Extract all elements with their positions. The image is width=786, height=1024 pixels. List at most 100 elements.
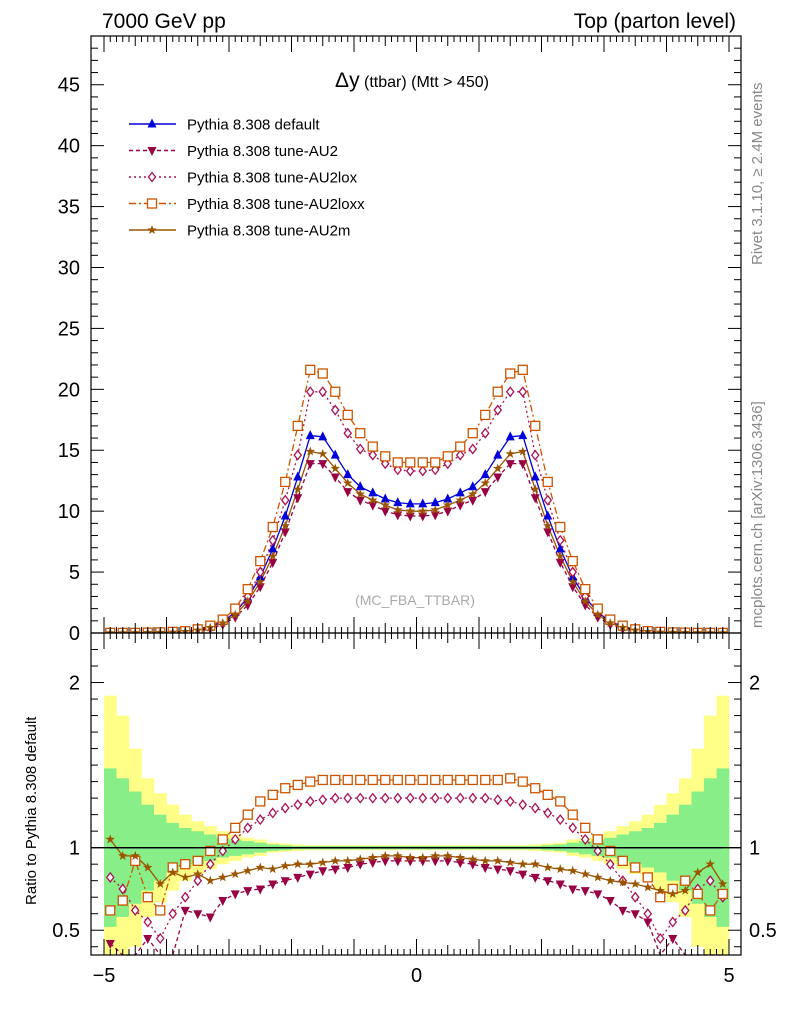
data-point-4-25 — [417, 506, 428, 516]
ratio-point-1-42 — [630, 910, 640, 920]
data-point-3-28 — [455, 441, 466, 452]
main-ytick-label-10: 10 — [58, 501, 80, 523]
ratio-point-2-40 — [605, 858, 615, 870]
ratio-point-4-26 — [430, 850, 441, 860]
data-point-1-20 — [355, 496, 365, 506]
main-ytick-label-30: 30 — [58, 257, 80, 279]
ratio-point-2-9 — [218, 845, 228, 857]
chart-title: Δy (ttbar) (Mtt > 450) — [335, 69, 489, 92]
ratio-point-3-24 — [405, 774, 416, 786]
ratio-point-2-22 — [380, 792, 390, 804]
data-point-3-35 — [542, 476, 553, 488]
ratio-point-4-29 — [467, 854, 478, 864]
data-point-4-29 — [467, 489, 478, 499]
data-point-3-38 — [580, 583, 591, 595]
ratio-point-3-47 — [692, 888, 703, 900]
legend-marker-4 — [147, 225, 157, 235]
data-point-4-30 — [480, 478, 491, 488]
ratio-point-3-25 — [417, 774, 428, 786]
ratio-point-4-3 — [142, 862, 153, 872]
ratio-point-4-31 — [492, 855, 503, 865]
ratio-point-4-23 — [392, 850, 403, 860]
ratio-series-markers — [105, 773, 728, 949]
ratio-point-4-33 — [517, 859, 528, 869]
ratio-point-3-27 — [442, 774, 453, 786]
data-point-1-31 — [493, 473, 503, 483]
ratio-point-4-18 — [330, 855, 341, 865]
data-point-2-12 — [255, 566, 265, 578]
data-point-4-36 — [555, 551, 566, 561]
ratio-point-4-2 — [130, 850, 141, 860]
data-point-3-13 — [267, 521, 278, 533]
ratio-point-1-29 — [468, 860, 478, 870]
ratio-point-4-36 — [555, 864, 566, 874]
data-point-4-10 — [230, 609, 241, 619]
ratio-point-3-20 — [355, 774, 366, 786]
data-point-2-31 — [493, 404, 503, 416]
data-point-0-15 — [293, 471, 303, 481]
ratio-point-2-11 — [243, 822, 253, 834]
data-point-1-25 — [418, 512, 428, 522]
chart-title-rest: (ttbar) (Mtt > 450) — [360, 74, 489, 91]
legend-marker-2 — [147, 171, 157, 183]
data-point-1-12 — [255, 583, 265, 593]
data-point-0-35 — [543, 510, 553, 520]
data-point-3-24 — [405, 457, 416, 468]
ratio-point-3-41 — [617, 855, 628, 867]
ratio-point-4-25 — [417, 852, 428, 862]
data-point-1-26 — [430, 511, 440, 521]
data-point-0-32 — [505, 431, 515, 441]
legend-marker-3 — [146, 198, 158, 209]
ratio-ytick-label-right-0.5: 0.5 — [749, 920, 777, 942]
data-point-2-16 — [305, 386, 315, 398]
xtick-label-0: 0 — [411, 965, 422, 987]
data-point-2-30 — [480, 427, 490, 439]
ratio-point-3-17 — [317, 774, 328, 786]
ratio-point-1-12 — [255, 885, 265, 895]
watermark: (MC_FBA_TTBAR) — [355, 592, 475, 608]
ratio-point-1-28 — [455, 859, 465, 869]
data-point-2-28 — [455, 449, 465, 461]
ratio-ytick-label-left-0.5: 0.5 — [52, 920, 80, 942]
ratio-point-1-31 — [493, 865, 503, 875]
data-point-0-26 — [430, 497, 440, 507]
data-point-0-21 — [368, 487, 378, 497]
legend-label-2: Pythia 8.308 tune-AU2lox — [187, 170, 358, 187]
ratio-line-2 — [109, 797, 724, 940]
ratio-point-4-21 — [367, 852, 378, 862]
ratio-point-4-12 — [255, 862, 266, 872]
ratio-point-2-13 — [268, 807, 278, 819]
data-point-0-22 — [380, 493, 390, 503]
ratio-point-2-17 — [318, 794, 328, 806]
data-point-1-24 — [405, 512, 415, 522]
ratio-point-3-40 — [605, 845, 616, 857]
data-point-0-30 — [480, 469, 490, 479]
ratio-point-3-9 — [217, 834, 228, 845]
legend: Pythia 8.308 default Pythia 8.308 tune-AU… — [129, 117, 365, 240]
ratio-point-3-48 — [705, 905, 716, 916]
ratio-ytick-label-left-2: 2 — [69, 673, 80, 695]
data-point-2-19 — [343, 427, 353, 439]
data-point-4-18 — [330, 463, 341, 473]
data-point-4-31 — [492, 463, 503, 473]
data-point-2-15 — [293, 449, 303, 461]
data-point-4-19 — [342, 478, 353, 488]
ratio-point-1-23 — [393, 857, 403, 867]
ratio-point-3-11 — [242, 809, 253, 820]
data-point-2-33 — [518, 386, 528, 398]
ratio-point-1-15 — [293, 873, 303, 883]
data-point-4-27 — [442, 500, 453, 510]
ratio-point-4-15 — [292, 859, 303, 869]
data-point-3-19 — [342, 409, 353, 421]
ratio-ytick-label-right-2: 2 — [749, 673, 760, 695]
data-point-3-31 — [492, 386, 503, 397]
ratio-point-1-34 — [530, 873, 540, 883]
data-point-0-36 — [555, 543, 565, 553]
main-ytick-label-25: 25 — [58, 318, 80, 340]
ratio-point-2-15 — [293, 799, 303, 811]
data-point-1-30 — [480, 488, 490, 498]
ratio-point-4-16 — [305, 859, 316, 869]
data-point-1-29 — [468, 496, 478, 506]
ratio-point-3-44 — [655, 892, 666, 903]
